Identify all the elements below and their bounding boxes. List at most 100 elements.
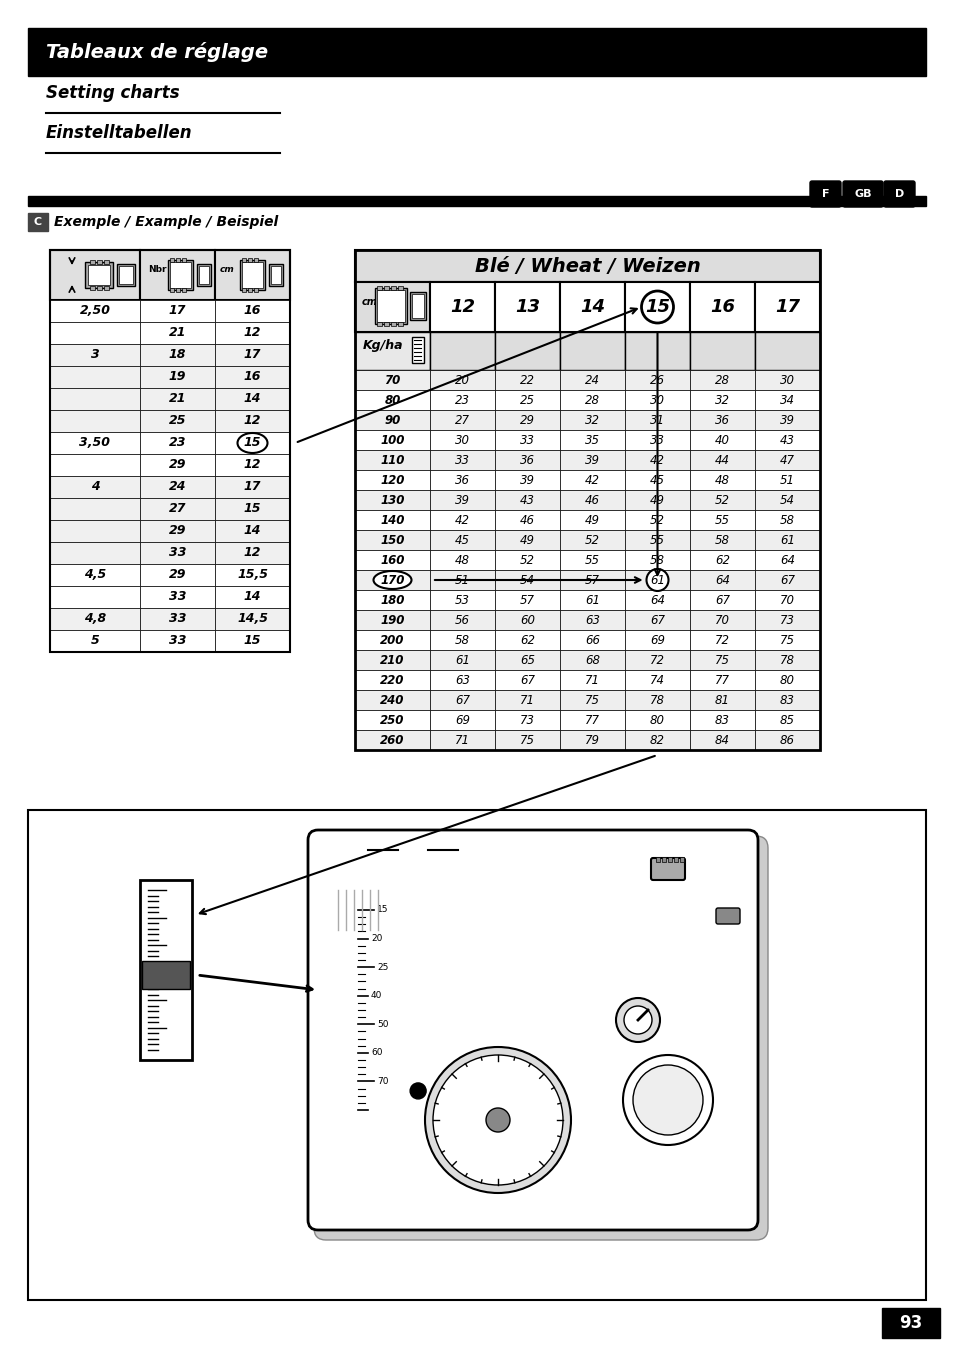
Bar [119,266,132,283]
Text: 19: 19 [169,370,186,383]
FancyBboxPatch shape [314,836,767,1241]
FancyBboxPatch shape [809,181,841,207]
Text: 100: 100 [380,433,404,447]
Text: 3,50: 3,50 [79,436,111,450]
Bar [248,288,252,292]
Bar [754,510,820,531]
Bar [495,390,559,410]
Bar [624,410,689,431]
Text: 51: 51 [780,474,794,486]
Bar [559,710,624,730]
Text: 75: 75 [780,633,794,647]
Text: 190: 190 [380,613,404,626]
Text: 67: 67 [714,594,729,606]
Bar [384,323,389,325]
Bar [754,332,820,370]
Bar [355,250,820,282]
Text: 130: 130 [380,494,404,506]
Text: 33: 33 [519,433,535,447]
Text: 67: 67 [649,613,664,626]
Text: 15: 15 [376,906,388,914]
Bar [214,608,290,630]
Bar [754,570,820,590]
Bar [253,288,257,292]
Bar [430,531,495,549]
Text: 68: 68 [584,653,599,667]
Text: 21: 21 [169,327,186,339]
Bar [495,670,559,690]
Bar [50,541,140,564]
Bar [355,730,430,751]
Text: 120: 120 [380,474,404,486]
Bar [430,390,495,410]
FancyBboxPatch shape [883,181,914,207]
Text: 29: 29 [169,459,186,471]
Bar [104,286,109,290]
Bar [495,282,559,332]
Bar [754,590,820,610]
Text: 260: 260 [380,733,404,747]
Text: 75: 75 [519,733,535,747]
Bar [430,670,495,690]
Text: 14: 14 [244,393,261,405]
Text: cm: cm [361,297,377,306]
Text: 39: 39 [519,474,535,486]
Bar [50,432,140,454]
Text: 36: 36 [455,474,470,486]
Bar [689,531,754,549]
Bar [50,454,140,477]
Bar [495,610,559,630]
Text: 57: 57 [584,574,599,586]
Text: 46: 46 [584,494,599,506]
Bar [214,541,290,564]
Bar [140,564,214,586]
Text: 49: 49 [584,513,599,526]
Bar [140,630,214,652]
Bar [214,564,290,586]
Text: 72: 72 [714,633,729,647]
Bar [689,282,754,332]
Bar [559,690,624,710]
Text: 42: 42 [584,474,599,486]
Text: 33: 33 [169,634,186,648]
Text: 14: 14 [244,590,261,603]
Bar [140,880,192,1060]
Bar [430,490,495,510]
Bar [430,610,495,630]
Bar [624,690,689,710]
Bar [355,370,430,390]
Text: 18: 18 [169,348,186,362]
Text: 3: 3 [91,348,99,362]
Bar [355,590,430,610]
Bar [182,258,186,262]
Text: 25: 25 [376,963,388,972]
Bar [242,258,246,262]
Text: 70: 70 [376,1077,388,1085]
Bar [495,470,559,490]
Bar [182,288,186,292]
Bar [355,690,430,710]
Bar [882,1308,939,1338]
Bar [689,590,754,610]
Bar [50,520,140,541]
Text: 15: 15 [244,436,261,450]
Bar [624,549,689,570]
Text: 29: 29 [169,525,186,537]
Bar [140,344,214,366]
Text: 63: 63 [584,613,599,626]
Bar [355,549,430,570]
Text: 70: 70 [384,374,400,386]
Bar [689,610,754,630]
Text: 52: 52 [519,554,535,567]
Bar [214,366,290,387]
Text: 35: 35 [584,433,599,447]
Text: GB: GB [853,189,871,198]
Text: 12: 12 [244,414,261,428]
Text: 82: 82 [649,733,664,747]
Bar [50,498,140,520]
Bar [689,549,754,570]
Text: 65: 65 [519,653,535,667]
Bar [412,338,423,363]
Bar [559,610,624,630]
Bar [85,262,112,288]
